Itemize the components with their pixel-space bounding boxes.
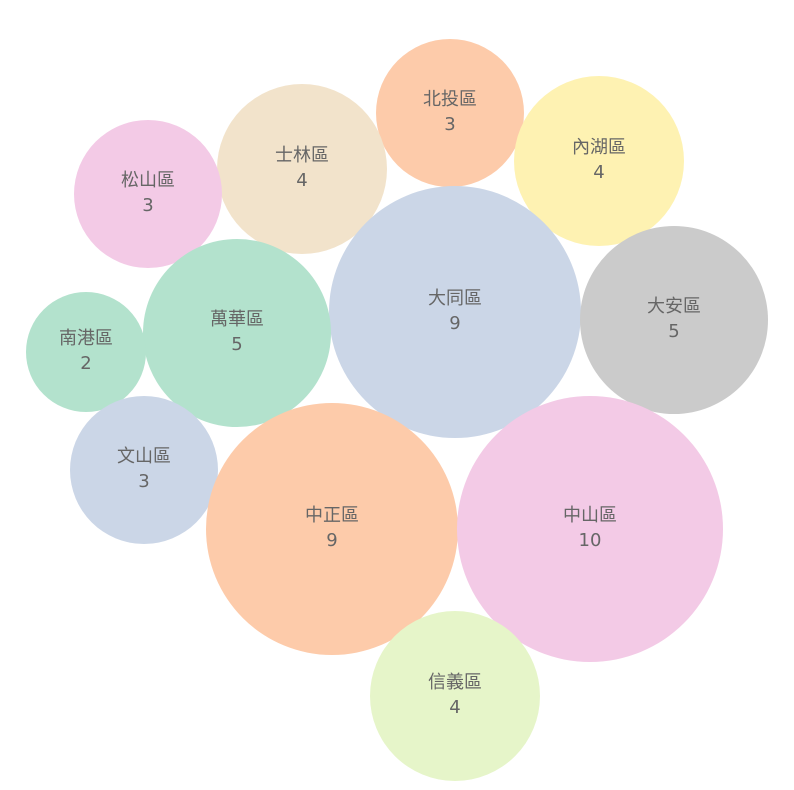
bubble-circle xyxy=(70,396,218,544)
bubble-name-label: 中正區 xyxy=(305,505,359,526)
bubble-value-label: 5 xyxy=(231,334,242,355)
bubble-name-label: 內湖區 xyxy=(572,137,626,158)
bubble: 信義區 4 xyxy=(370,611,540,781)
bubble: 北投區 3 xyxy=(376,39,524,187)
bubbles-layer: 北投區 3 內湖區 4 士林區 4 松山區 3 大同區 9 大安區 5 萬華區 5 南港區 2 文山區 3 中正區 9… xyxy=(26,39,768,781)
bubble-value-label: 4 xyxy=(593,162,604,183)
bubble-name-label: 大同區 xyxy=(428,288,482,309)
bubble-name-label: 中山區 xyxy=(563,505,617,526)
bubble: 中山區 10 xyxy=(457,396,723,662)
bubble: 士林區 4 xyxy=(217,84,387,254)
bubble-circle xyxy=(217,84,387,254)
bubble-circle xyxy=(206,403,458,655)
bubble-name-label: 松山區 xyxy=(121,170,175,191)
bubble: 中正區 9 xyxy=(206,403,458,655)
bubble-name-label: 北投區 xyxy=(423,89,477,110)
bubble: 內湖區 4 xyxy=(514,76,684,246)
bubble-value-label: 9 xyxy=(326,530,337,551)
bubble-circle xyxy=(376,39,524,187)
bubble-value-label: 10 xyxy=(579,530,602,551)
bubble: 松山區 3 xyxy=(74,120,222,268)
bubble-value-label: 4 xyxy=(449,697,460,718)
bubble-name-label: 信義區 xyxy=(428,672,482,693)
bubble: 萬華區 5 xyxy=(143,239,331,427)
bubble-name-label: 大安區 xyxy=(647,296,701,317)
bubble-value-label: 5 xyxy=(668,321,679,342)
bubble-value-label: 3 xyxy=(142,195,153,216)
bubble-circle xyxy=(580,226,768,414)
bubble-name-label: 南港區 xyxy=(59,328,113,349)
bubble-name-label: 萬華區 xyxy=(210,309,264,330)
bubble-value-label: 9 xyxy=(449,313,460,334)
bubble: 大同區 9 xyxy=(329,186,581,438)
bubble: 南港區 2 xyxy=(26,292,146,412)
bubble: 大安區 5 xyxy=(580,226,768,414)
bubble: 文山區 3 xyxy=(70,396,218,544)
bubble-circle xyxy=(457,396,723,662)
bubble-circle xyxy=(74,120,222,268)
bubble-value-label: 3 xyxy=(138,471,149,492)
bubble-circle xyxy=(26,292,146,412)
bubble-circle xyxy=(514,76,684,246)
bubble-value-label: 4 xyxy=(296,170,307,191)
bubble-value-label: 2 xyxy=(80,353,91,374)
bubble-name-label: 士林區 xyxy=(275,145,329,166)
bubble-circle xyxy=(143,239,331,427)
bubble-value-label: 3 xyxy=(444,114,455,135)
bubble-name-label: 文山區 xyxy=(117,446,171,467)
bubble-circle xyxy=(370,611,540,781)
bubble-circle xyxy=(329,186,581,438)
